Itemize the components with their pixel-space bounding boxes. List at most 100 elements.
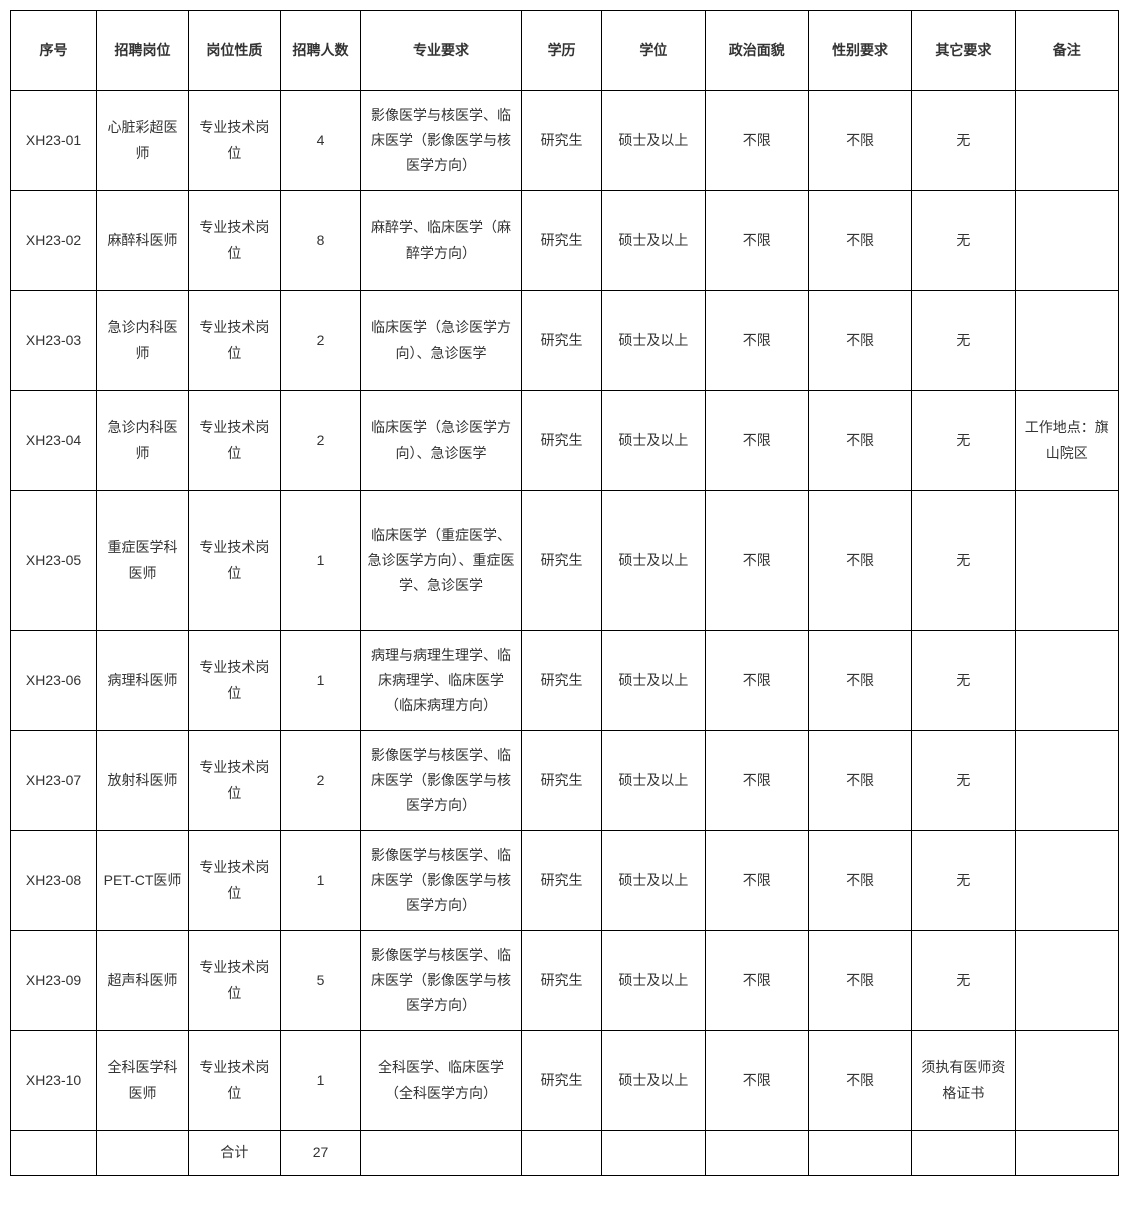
cell-id: XH23-02 xyxy=(11,191,97,291)
cell-education: 研究生 xyxy=(521,831,601,931)
cell-count: 1 xyxy=(280,631,360,731)
cell-position: 重症医学科医师 xyxy=(97,491,189,631)
cell-other: 须执有医师资格证书 xyxy=(912,1031,1015,1131)
header-position: 招聘岗位 xyxy=(97,11,189,91)
table-header-row: 序号 招聘岗位 岗位性质 招聘人数 专业要求 学历 学位 政治面貌 性别要求 其… xyxy=(11,11,1119,91)
cell-count: 2 xyxy=(280,391,360,491)
cell-position: 麻醉科医师 xyxy=(97,191,189,291)
cell-gender: 不限 xyxy=(808,491,911,631)
header-other: 其它要求 xyxy=(912,11,1015,91)
cell-position: 心脏彩超医师 xyxy=(97,91,189,191)
cell-count: 2 xyxy=(280,731,360,831)
cell-other: 无 xyxy=(912,831,1015,931)
cell-education: 研究生 xyxy=(521,91,601,191)
header-politics: 政治面貌 xyxy=(705,11,808,91)
total-cell-count: 27 xyxy=(280,1131,360,1176)
cell-other: 无 xyxy=(912,291,1015,391)
cell-degree: 硕士及以上 xyxy=(602,631,705,731)
cell-politics: 不限 xyxy=(705,291,808,391)
cell-education: 研究生 xyxy=(521,291,601,391)
cell-count: 2 xyxy=(280,291,360,391)
cell-id: XH23-01 xyxy=(11,91,97,191)
table-row: XH23-05重症医学科医师专业技术岗位1临床医学（重症医学、急诊医学方向）、重… xyxy=(11,491,1119,631)
cell-education: 研究生 xyxy=(521,731,601,831)
cell-politics: 不限 xyxy=(705,931,808,1031)
cell-gender: 不限 xyxy=(808,91,911,191)
table-row: XH23-07放射科医师专业技术岗位2影像医学与核医学、临床医学（影像医学与核医… xyxy=(11,731,1119,831)
cell-position: 病理科医师 xyxy=(97,631,189,731)
cell-gender: 不限 xyxy=(808,631,911,731)
cell-education: 研究生 xyxy=(521,391,601,491)
cell-politics: 不限 xyxy=(705,391,808,491)
total-cell-position xyxy=(97,1131,189,1176)
cell-count: 5 xyxy=(280,931,360,1031)
cell-position: 急诊内科医师 xyxy=(97,291,189,391)
header-id: 序号 xyxy=(11,11,97,91)
cell-major: 影像医学与核医学、临床医学（影像医学与核医学方向） xyxy=(361,931,522,1031)
cell-education: 研究生 xyxy=(521,931,601,1031)
cell-major: 全科医学、临床医学（全科医学方向） xyxy=(361,1031,522,1131)
total-cell-degree xyxy=(602,1131,705,1176)
cell-degree: 硕士及以上 xyxy=(602,491,705,631)
cell-education: 研究生 xyxy=(521,1031,601,1131)
table-row: XH23-08PET-CT医师专业技术岗位1影像医学与核医学、临床医学（影像医学… xyxy=(11,831,1119,931)
cell-gender: 不限 xyxy=(808,831,911,931)
cell-count: 1 xyxy=(280,491,360,631)
cell-id: XH23-10 xyxy=(11,1031,97,1131)
cell-id: XH23-03 xyxy=(11,291,97,391)
cell-id: XH23-09 xyxy=(11,931,97,1031)
cell-position: PET-CT医师 xyxy=(97,831,189,931)
cell-note xyxy=(1015,931,1118,1031)
total-row: 合计27 xyxy=(11,1131,1119,1176)
cell-nature: 专业技术岗位 xyxy=(188,731,280,831)
cell-education: 研究生 xyxy=(521,191,601,291)
cell-nature: 专业技术岗位 xyxy=(188,91,280,191)
table-row: XH23-06病理科医师专业技术岗位1病理与病理生理学、临床病理学、临床医学（临… xyxy=(11,631,1119,731)
table-row: XH23-03急诊内科医师专业技术岗位2临床医学（急诊医学方向）、急诊医学研究生… xyxy=(11,291,1119,391)
cell-nature: 专业技术岗位 xyxy=(188,831,280,931)
cell-other: 无 xyxy=(912,631,1015,731)
table-body: XH23-01心脏彩超医师专业技术岗位4影像医学与核医学、临床医学（影像医学与核… xyxy=(11,91,1119,1176)
cell-nature: 专业技术岗位 xyxy=(188,631,280,731)
cell-gender: 不限 xyxy=(808,191,911,291)
cell-count: 8 xyxy=(280,191,360,291)
header-count: 招聘人数 xyxy=(280,11,360,91)
cell-nature: 专业技术岗位 xyxy=(188,191,280,291)
cell-id: XH23-05 xyxy=(11,491,97,631)
cell-major: 麻醉学、临床医学（麻醉学方向） xyxy=(361,191,522,291)
cell-politics: 不限 xyxy=(705,191,808,291)
cell-degree: 硕士及以上 xyxy=(602,931,705,1031)
total-cell-education xyxy=(521,1131,601,1176)
total-cell-politics xyxy=(705,1131,808,1176)
table-row: XH23-04急诊内科医师专业技术岗位2临床医学（急诊医学方向）、急诊医学研究生… xyxy=(11,391,1119,491)
cell-note xyxy=(1015,631,1118,731)
cell-nature: 专业技术岗位 xyxy=(188,291,280,391)
cell-id: XH23-08 xyxy=(11,831,97,931)
cell-major: 临床医学（急诊医学方向）、急诊医学 xyxy=(361,291,522,391)
header-nature: 岗位性质 xyxy=(188,11,280,91)
cell-degree: 硕士及以上 xyxy=(602,831,705,931)
cell-position: 放射科医师 xyxy=(97,731,189,831)
cell-note xyxy=(1015,91,1118,191)
cell-gender: 不限 xyxy=(808,731,911,831)
cell-position: 急诊内科医师 xyxy=(97,391,189,491)
table-row: XH23-10全科医学科医师专业技术岗位1全科医学、临床医学（全科医学方向）研究… xyxy=(11,1031,1119,1131)
cell-note xyxy=(1015,831,1118,931)
cell-id: XH23-07 xyxy=(11,731,97,831)
cell-note xyxy=(1015,291,1118,391)
header-gender: 性别要求 xyxy=(808,11,911,91)
cell-position: 全科医学科医师 xyxy=(97,1031,189,1131)
cell-note xyxy=(1015,1031,1118,1131)
cell-education: 研究生 xyxy=(521,631,601,731)
header-note: 备注 xyxy=(1015,11,1118,91)
cell-other: 无 xyxy=(912,491,1015,631)
total-cell-note xyxy=(1015,1131,1118,1176)
table-row: XH23-09超声科医师专业技术岗位5影像医学与核医学、临床医学（影像医学与核医… xyxy=(11,931,1119,1031)
total-cell-nature: 合计 xyxy=(188,1131,280,1176)
cell-politics: 不限 xyxy=(705,731,808,831)
cell-politics: 不限 xyxy=(705,831,808,931)
cell-note xyxy=(1015,491,1118,631)
cell-degree: 硕士及以上 xyxy=(602,191,705,291)
cell-nature: 专业技术岗位 xyxy=(188,391,280,491)
header-major: 专业要求 xyxy=(361,11,522,91)
